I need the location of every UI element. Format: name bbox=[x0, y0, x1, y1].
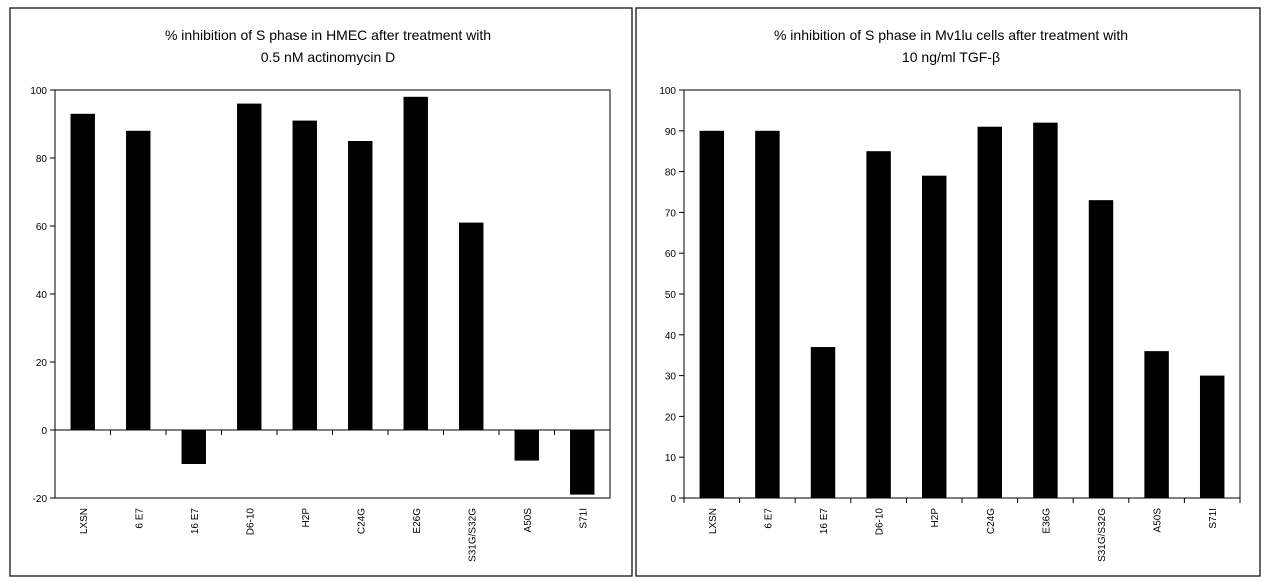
bar bbox=[921, 175, 947, 498]
category-label: E26G bbox=[412, 508, 423, 534]
category-label: S31G/S32G bbox=[1097, 508, 1108, 562]
bar bbox=[514, 430, 539, 461]
category-label: D6-10 bbox=[875, 508, 886, 536]
y-tick-label: 40 bbox=[665, 331, 677, 342]
category-label: 16 E7 bbox=[819, 508, 830, 535]
category-label: LXSN bbox=[708, 508, 719, 534]
y-tick-label: 70 bbox=[665, 208, 677, 219]
y-tick-label: 90 bbox=[665, 127, 677, 138]
y-tick-label: 10 bbox=[665, 453, 677, 464]
category-label: S31G/S32G bbox=[467, 508, 478, 562]
chart-subtitle: 10 ng/ml TGF-β bbox=[902, 49, 1000, 65]
category-label: E36G bbox=[1041, 508, 1052, 534]
category-label: H2P bbox=[930, 508, 941, 528]
bar bbox=[699, 130, 725, 499]
bar bbox=[1088, 200, 1114, 498]
bar bbox=[459, 222, 484, 430]
bar bbox=[570, 430, 595, 495]
y-tick-label: 100 bbox=[659, 86, 676, 97]
chart-title: % inhibition of S phase in HMEC after tr… bbox=[165, 27, 491, 43]
bar bbox=[348, 141, 373, 430]
category-label: A50S bbox=[523, 508, 534, 533]
category-label: 6 E7 bbox=[763, 508, 774, 529]
category-label: A50S bbox=[1153, 508, 1164, 533]
category-label: C24G bbox=[986, 508, 997, 534]
bar bbox=[755, 130, 780, 499]
y-tick-label: 20 bbox=[36, 358, 48, 369]
chart-hmec-actinomycin: % inhibition of S phase in HMEC after tr… bbox=[30, 27, 611, 562]
y-tick-label: -20 bbox=[33, 494, 48, 505]
category-label: H2P bbox=[301, 508, 312, 528]
category-label: S71I bbox=[1208, 508, 1219, 529]
category-label: 16 E7 bbox=[190, 508, 201, 535]
bar bbox=[866, 151, 891, 498]
bar bbox=[126, 130, 151, 431]
bar bbox=[181, 430, 206, 464]
y-tick-label: 40 bbox=[36, 290, 48, 301]
y-tick-label: 60 bbox=[36, 222, 48, 233]
category-label: 6 E7 bbox=[134, 508, 145, 529]
y-tick-label: 80 bbox=[665, 168, 677, 179]
chart-mv1lu-tgfb: % inhibition of S phase in Mv1lu cells a… bbox=[659, 27, 1241, 562]
bar bbox=[810, 347, 836, 498]
y-tick-label: 80 bbox=[36, 154, 48, 165]
chart-panel-frame-right bbox=[635, 7, 1261, 577]
bar bbox=[977, 126, 1003, 498]
y-tick-label: 50 bbox=[665, 290, 677, 301]
chart-subtitle: 0.5 nM actinomycin D bbox=[261, 49, 396, 65]
category-label: LXSN bbox=[79, 508, 90, 534]
y-tick-label: 100 bbox=[30, 86, 47, 97]
bar bbox=[1033, 122, 1058, 498]
category-label: S71I bbox=[578, 508, 589, 529]
y-tick-label: 60 bbox=[665, 249, 677, 260]
category-label: C24G bbox=[356, 508, 367, 534]
category-label: D6-10 bbox=[245, 508, 256, 536]
bar bbox=[237, 103, 262, 430]
y-tick-label: 0 bbox=[670, 494, 676, 505]
y-tick-label: 0 bbox=[41, 426, 47, 437]
bar bbox=[403, 96, 428, 431]
bar bbox=[1144, 351, 1169, 498]
bar bbox=[292, 120, 317, 430]
y-tick-label: 20 bbox=[665, 412, 677, 423]
bar bbox=[1199, 375, 1225, 498]
chart-panel-frame-left bbox=[9, 7, 633, 577]
chart-title: % inhibition of S phase in Mv1lu cells a… bbox=[774, 27, 1128, 43]
bar bbox=[70, 113, 95, 431]
y-tick-label: 30 bbox=[665, 372, 677, 383]
